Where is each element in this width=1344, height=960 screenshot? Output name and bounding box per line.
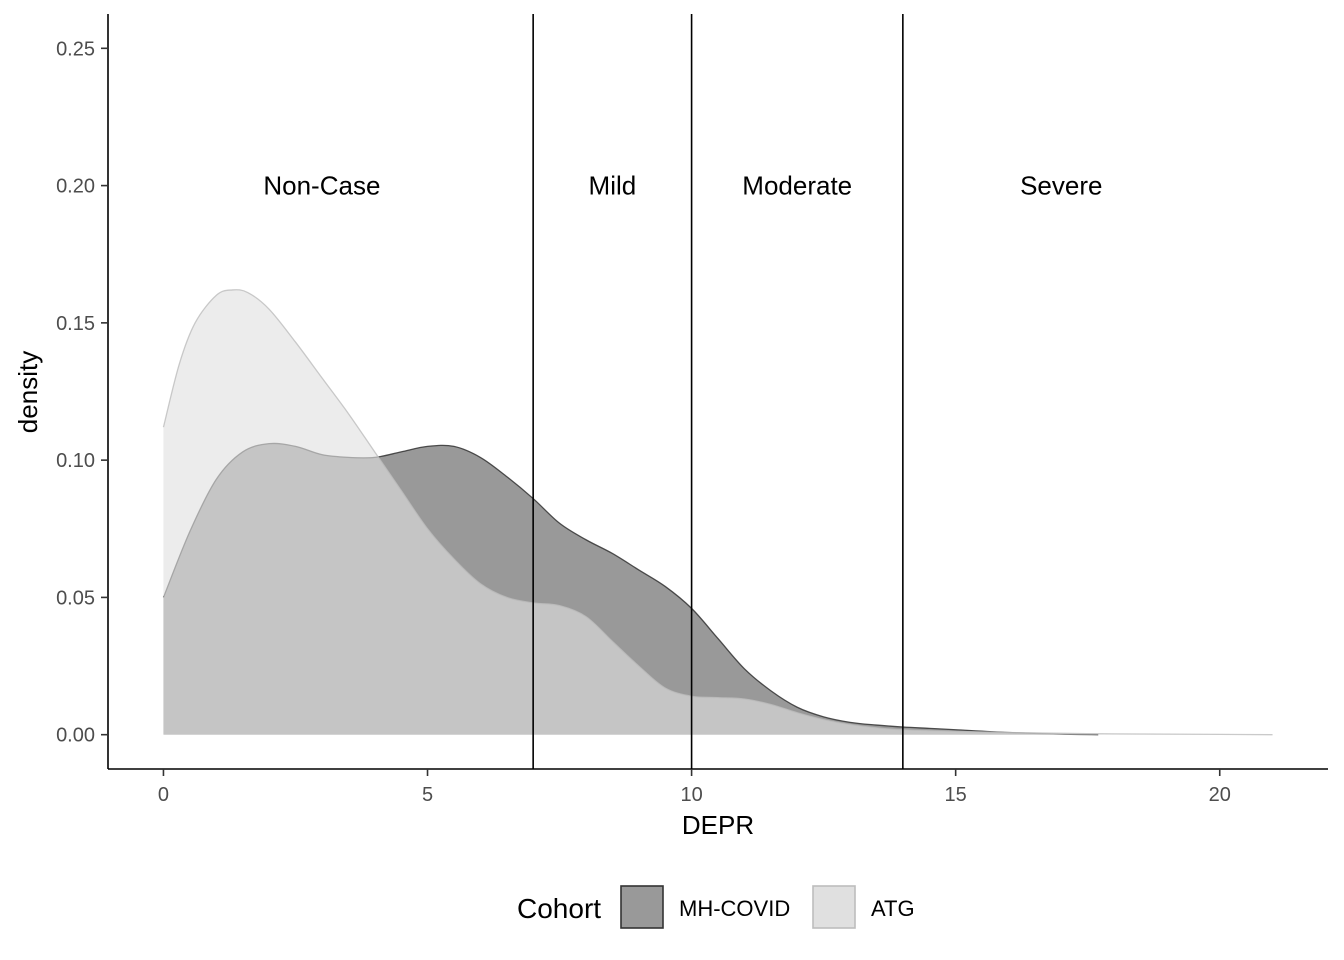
region-label-non-case: Non-Case bbox=[263, 171, 380, 201]
density-areas bbox=[162, 289, 1273, 736]
x-tick-label: 10 bbox=[680, 784, 702, 806]
y-axis-title: density bbox=[13, 351, 43, 433]
region-labels: Non-Case Mild Moderate Severe bbox=[263, 171, 1102, 201]
region-label-severe: Severe bbox=[1020, 171, 1102, 201]
y-tick-label: 0.05 bbox=[56, 587, 95, 609]
legend-label-mh-covid: MH-COVID bbox=[679, 896, 790, 921]
legend-key-atg bbox=[812, 885, 856, 929]
y-axis-ticks: 0.00 0.05 0.10 0.15 0.20 0.25 bbox=[56, 38, 108, 747]
x-tick-label: 15 bbox=[945, 784, 967, 806]
area-atg bbox=[163, 289, 1273, 735]
y-tick-label: 0.10 bbox=[56, 450, 95, 472]
y-tick-label: 0.20 bbox=[56, 176, 95, 198]
region-label-moderate: Moderate bbox=[742, 171, 852, 201]
legend-item-atg[interactable]: ATG bbox=[812, 885, 915, 929]
legend-key-mh-covid bbox=[620, 885, 664, 929]
x-tick-label: 5 bbox=[422, 784, 433, 806]
legend-label-atg: ATG bbox=[871, 896, 915, 921]
y-tick-label: 0.00 bbox=[56, 725, 95, 747]
y-tick-label: 0.25 bbox=[56, 38, 95, 60]
axes: 0.00 0.05 0.10 0.15 0.20 0.25 0 5 10 15 20 bbox=[56, 14, 1328, 806]
legend-title: Cohort bbox=[517, 893, 601, 924]
x-tick-label: 20 bbox=[1209, 784, 1231, 806]
x-tick-label: 0 bbox=[158, 784, 169, 806]
cutoff-lines bbox=[532, 14, 904, 769]
x-axis-title: DEPR bbox=[682, 810, 754, 840]
legend: Cohort MH-COVID ATG bbox=[517, 885, 915, 929]
legend-item-mh-covid[interactable]: MH-COVID bbox=[620, 885, 790, 929]
y-tick-label: 0.15 bbox=[56, 313, 95, 335]
outline-atg bbox=[162, 289, 1273, 736]
region-label-mild: Mild bbox=[589, 171, 637, 201]
x-axis-ticks: 0 5 10 15 20 bbox=[158, 769, 1231, 806]
